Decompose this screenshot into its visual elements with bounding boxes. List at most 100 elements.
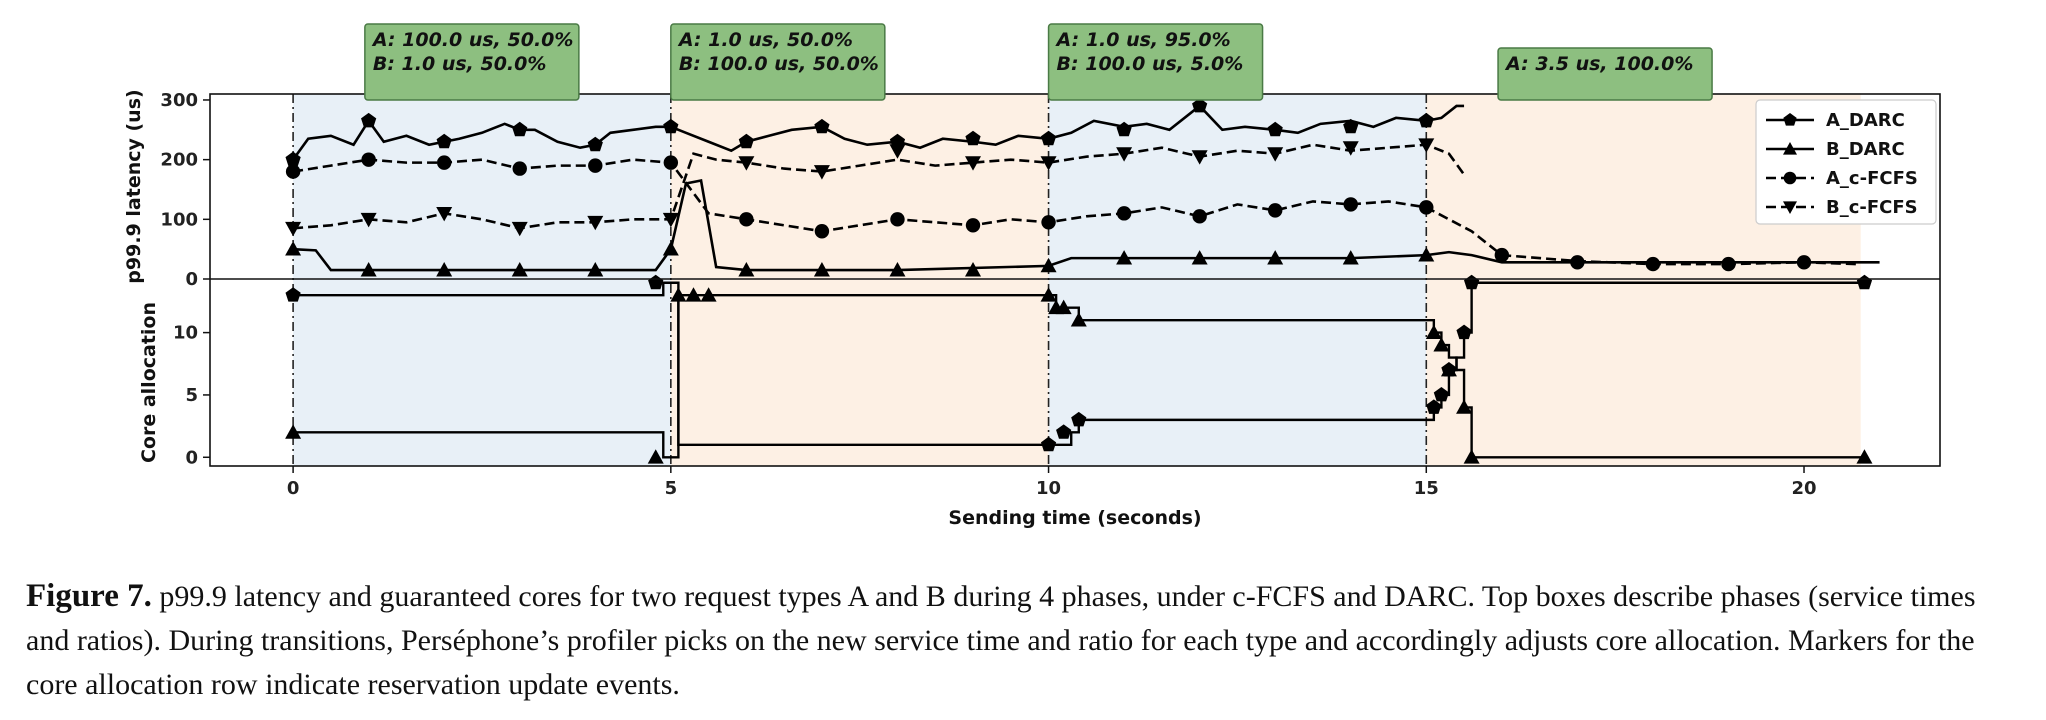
x-tick-label: 15 — [1414, 478, 1439, 499]
x-tick-label: 10 — [1036, 478, 1061, 499]
x-tick-label: 5 — [665, 478, 678, 499]
phase-box-line: A: 1.0 us, 95.0% — [1055, 29, 1231, 51]
data-point — [1645, 256, 1661, 272]
data-point — [965, 262, 982, 277]
phase-box-bg — [670, 23, 886, 101]
data-point — [1721, 256, 1736, 272]
figure-label: Figure 7. — [26, 578, 152, 614]
data-point — [1056, 424, 1072, 439]
data-point — [647, 449, 664, 464]
phase-region — [293, 94, 671, 466]
data-point — [285, 164, 301, 179]
data-point — [1419, 200, 1434, 215]
data-point — [1783, 171, 1797, 185]
data-point — [738, 156, 755, 171]
data-point — [1343, 197, 1358, 212]
data-point — [285, 424, 302, 439]
data-point — [889, 144, 906, 159]
data-point — [1796, 255, 1812, 270]
data-point — [1116, 121, 1132, 137]
data-point — [1070, 312, 1087, 327]
data-point — [662, 212, 679, 228]
data-point — [1342, 250, 1359, 265]
data-point — [285, 151, 301, 167]
data-point — [1433, 386, 1450, 402]
y-tick-label: 0 — [185, 269, 198, 290]
data-point — [1783, 113, 1797, 126]
x-axis-label: Sending time (seconds) — [948, 507, 1201, 529]
data-point — [814, 224, 830, 239]
data-point — [1040, 287, 1057, 302]
phase-box-line: A: 100.0 us, 50.0% — [371, 29, 574, 51]
data-point — [1456, 399, 1473, 414]
data-point — [1418, 247, 1435, 262]
data-point — [700, 287, 717, 302]
data-point — [1783, 142, 1797, 155]
data-point — [1856, 449, 1873, 464]
data-point — [890, 212, 905, 227]
data-point — [360, 212, 377, 228]
phase-region — [670, 94, 1049, 466]
series-A_DARC-cores — [285, 274, 1873, 452]
data-point — [670, 287, 687, 302]
data-point — [1055, 299, 1072, 315]
data-point — [511, 262, 528, 277]
data-point — [663, 155, 679, 170]
legend-entry: A_DARC — [1766, 110, 1905, 131]
data-point — [436, 262, 453, 277]
y-tick-label: 100 — [160, 209, 198, 230]
series-layer — [285, 97, 1880, 464]
data-point — [1116, 206, 1132, 221]
data-point — [1425, 324, 1442, 340]
data-point — [813, 165, 830, 180]
legend-entry: A_c-FCFS — [1766, 168, 1918, 189]
legend-label: B_c-FCFS — [1826, 197, 1918, 218]
data-point — [587, 136, 603, 152]
data-point — [1041, 215, 1056, 230]
series-line — [292, 143, 1466, 230]
data-point — [1440, 362, 1457, 377]
data-point — [285, 221, 302, 237]
data-point — [588, 158, 603, 173]
data-point — [662, 241, 679, 256]
y-tick-label: 0 — [185, 447, 198, 468]
data-point — [587, 262, 604, 277]
legend-entry: B_c-FCFS — [1766, 197, 1918, 218]
phase-box: A: 100.0 us, 50.0%B: 1.0 us, 50.0% — [364, 23, 580, 101]
phase-boxes: A: 100.0 us, 50.0%B: 1.0 us, 50.0% A: 1.0… — [364, 23, 1713, 101]
data-point — [512, 121, 528, 137]
phase-shading — [293, 94, 1861, 466]
data-point — [1267, 250, 1284, 265]
data-point — [738, 133, 754, 149]
data-point — [1116, 250, 1133, 265]
data-point — [1783, 201, 1797, 214]
series-B_c-FCFS-latency — [285, 138, 1466, 237]
data-point — [436, 155, 452, 170]
phase-box-line: B: 100.0 us, 5.0% — [1057, 53, 1244, 75]
data-point — [1040, 436, 1057, 452]
data-point — [1463, 449, 1480, 464]
data-point — [1267, 121, 1283, 137]
data-point — [360, 262, 377, 277]
data-point — [1191, 150, 1208, 165]
legend-box — [1755, 99, 1937, 225]
data-point — [1267, 147, 1284, 162]
data-point — [1040, 130, 1057, 146]
series-line — [293, 294, 1865, 459]
phase-box: A: 1.0 us, 95.0%B: 100.0 us, 5.0% — [1047, 23, 1264, 101]
data-point — [1426, 399, 1442, 414]
phase-box: A: 3.5 us, 100.0% — [1497, 47, 1713, 101]
x-tick-label: 20 — [1791, 478, 1816, 499]
data-point — [512, 161, 527, 176]
data-point — [1192, 209, 1207, 224]
data-point — [965, 130, 981, 146]
data-point — [1456, 324, 1472, 340]
data-point — [965, 218, 981, 233]
data-point — [1570, 255, 1585, 270]
data-point — [1071, 411, 1087, 427]
data-point — [738, 262, 755, 277]
data-point — [436, 206, 453, 222]
y-tick-label: 300 — [160, 90, 198, 111]
data-point — [511, 221, 528, 237]
